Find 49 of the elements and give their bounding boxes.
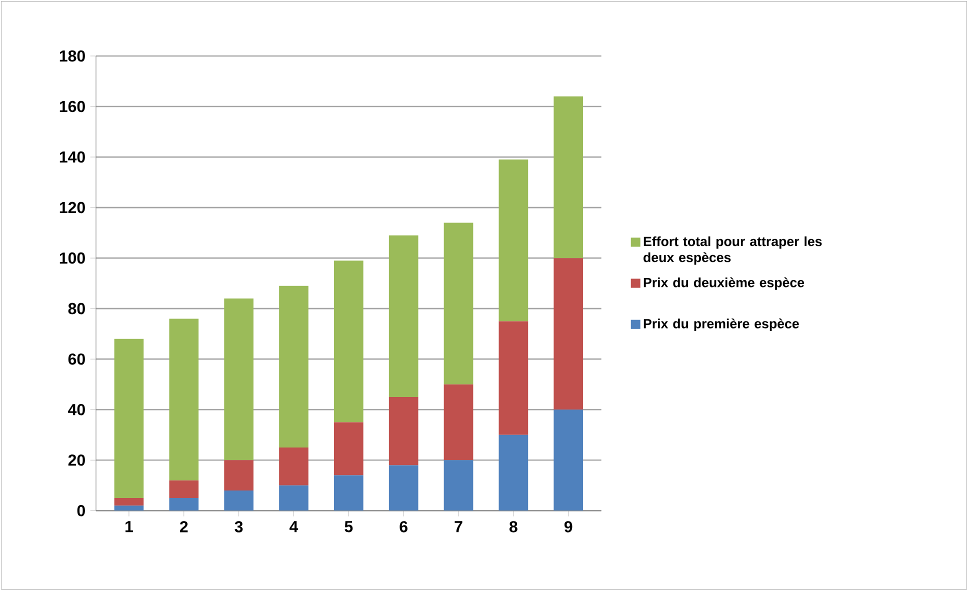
x-tick-label: 5: [344, 521, 353, 532]
bar: [554, 96, 584, 258]
y-tick-label: 180: [60, 50, 85, 62]
x-tick-label: 4: [290, 521, 298, 532]
legend-label: Effort total pour attraper les deux espèces: [644, 236, 822, 265]
bar: [334, 422, 364, 476]
x-tick-label: 8: [509, 521, 518, 533]
bar: [498, 321, 528, 436]
bar: [114, 506, 144, 511]
bar: [554, 410, 584, 511]
y-tick-label: 80: [68, 303, 85, 314]
bar: [224, 298, 254, 460]
bar: [224, 460, 254, 491]
bar: [169, 318, 199, 481]
bar: [498, 435, 528, 511]
x-tick-label: 3: [234, 521, 243, 533]
y-tick-label: 120: [60, 202, 85, 214]
bar: [169, 498, 199, 511]
bar: [334, 475, 364, 511]
bar: [279, 486, 308, 511]
y-tick-label: 20: [68, 454, 85, 466]
y-tick-label: 40: [68, 404, 85, 416]
y-tick-label: 0: [77, 505, 85, 516]
legend-label: Prix du deuxième espèce: [644, 278, 804, 290]
x-tick-label: 7: [454, 521, 462, 532]
bar: [388, 465, 418, 511]
y-tick-label: 140: [60, 152, 85, 163]
bar: [444, 222, 474, 385]
y-tick-label: 100: [60, 252, 85, 264]
y-tick-label: 160: [60, 101, 85, 112]
bar: [444, 460, 474, 511]
x-tick-label: 1: [126, 521, 133, 532]
x-tick-label: 6: [400, 521, 408, 533]
bar: [114, 339, 144, 498]
bar: [388, 397, 418, 466]
bar: [388, 236, 418, 398]
bar: [224, 490, 254, 511]
x-tick-label: 9: [564, 521, 572, 533]
bar: [498, 160, 528, 322]
bar: [279, 286, 308, 448]
x-tick-label: 2: [180, 521, 188, 532]
bar: [554, 258, 584, 410]
bar: [279, 448, 308, 486]
legend-label: Prix du première espèce: [644, 318, 799, 332]
bar: [444, 384, 474, 460]
bar: [334, 260, 364, 422]
bar: [114, 498, 144, 506]
y-tick-label: 60: [68, 354, 85, 365]
bar: [169, 480, 199, 498]
